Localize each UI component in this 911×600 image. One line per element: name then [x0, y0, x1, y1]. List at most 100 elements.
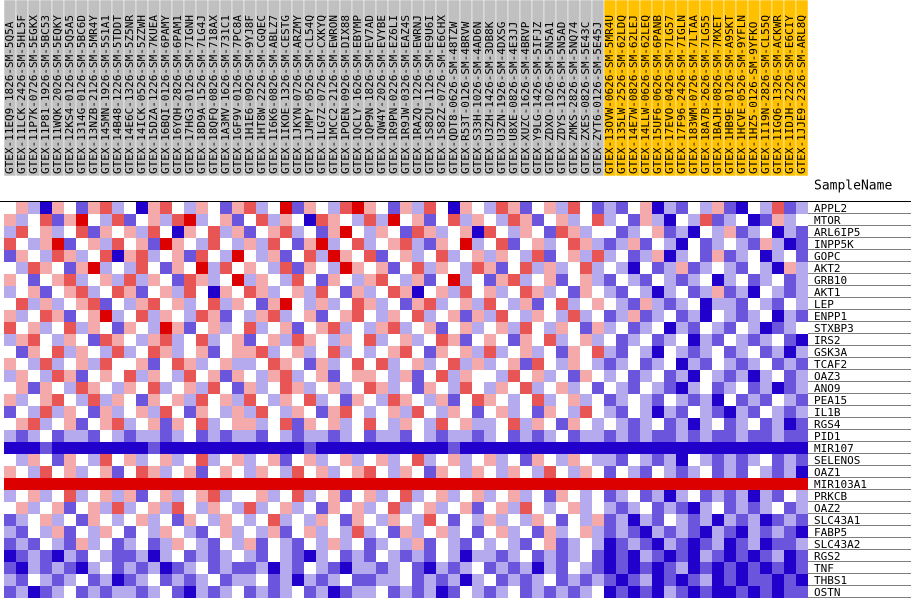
heatmap-cell	[628, 250, 640, 262]
heatmap-cell	[388, 262, 400, 274]
heatmap-cell	[160, 202, 172, 214]
heatmap-cell	[508, 238, 520, 250]
heatmap-cell	[16, 514, 28, 526]
heatmap-cell	[724, 502, 736, 514]
heatmap-cell	[652, 478, 664, 490]
heatmap-cell	[748, 538, 760, 550]
heatmap-cell	[580, 226, 592, 238]
heatmap-cell	[136, 286, 148, 298]
heatmap-cell	[472, 526, 484, 538]
heatmap-cell	[208, 550, 220, 562]
heatmap-cell	[712, 238, 724, 250]
heatmap-cell	[196, 238, 208, 250]
heatmap-cell	[352, 454, 364, 466]
heatmap-cell	[64, 214, 76, 226]
heatmap-cell	[376, 454, 388, 466]
heatmap-cell	[280, 466, 292, 478]
heatmap-cell	[340, 442, 352, 454]
heatmap-cell	[136, 346, 148, 358]
heatmap-cell	[640, 574, 652, 586]
heatmap-cell	[724, 382, 736, 394]
heatmap-cell	[124, 322, 136, 334]
heatmap-cell	[484, 226, 496, 238]
heatmap-cell	[172, 274, 184, 286]
heatmap-cell	[220, 574, 232, 586]
heatmap-cell	[784, 346, 796, 358]
heatmap-cell	[124, 406, 136, 418]
heatmap-cell	[436, 430, 448, 442]
heatmap-cell	[748, 478, 760, 490]
heatmap-cell	[748, 238, 760, 250]
heatmap-cell	[328, 502, 340, 514]
heatmap-cell	[724, 394, 736, 406]
heatmap-cell	[796, 286, 808, 298]
column-label: GTEX-ZMKS-2826-SM-5NQ74	[567, 21, 580, 174]
heatmap-cell	[352, 586, 364, 598]
heatmap-cell	[280, 370, 292, 382]
heatmap-cell	[700, 382, 712, 394]
heatmap-cell	[544, 346, 556, 358]
heatmap-cell	[28, 550, 40, 562]
heatmap-cell	[400, 454, 412, 466]
heatmap-cell	[736, 442, 748, 454]
heatmap-cell	[28, 274, 40, 286]
heatmap-cell	[376, 514, 388, 526]
heatmap-cell	[724, 562, 736, 574]
heatmap-cell	[496, 574, 508, 586]
heatmap-cell	[664, 574, 676, 586]
heatmap-cell	[772, 226, 784, 238]
heatmap-cell	[304, 298, 316, 310]
row-label: PEA15	[814, 394, 847, 407]
heatmap-cell	[340, 322, 352, 334]
heatmap-cell	[64, 478, 76, 490]
heatmap-cell	[448, 358, 460, 370]
heatmap-cell	[256, 574, 268, 586]
heatmap-cell	[652, 454, 664, 466]
heatmap-cell	[208, 322, 220, 334]
heatmap-cell	[412, 262, 424, 274]
heatmap-cell	[316, 586, 328, 598]
heatmap-cell	[532, 442, 544, 454]
heatmap-cell	[532, 202, 544, 214]
heatmap-cell	[772, 478, 784, 490]
heatmap-cell	[40, 214, 52, 226]
heatmap-cell	[472, 310, 484, 322]
heatmap-cell	[280, 538, 292, 550]
heatmap-cell	[340, 454, 352, 466]
heatmap-cell	[280, 214, 292, 226]
heatmap-cell	[400, 226, 412, 238]
heatmap-cell	[508, 394, 520, 406]
heatmap-cell	[292, 418, 304, 430]
heatmap-cell	[424, 286, 436, 298]
heatmap-cell	[244, 322, 256, 334]
heatmap-cell	[16, 250, 28, 262]
heatmap-cell	[16, 382, 28, 394]
heatmap-cell	[52, 430, 64, 442]
heatmap-cell	[196, 262, 208, 274]
heatmap-cell	[244, 574, 256, 586]
heatmap-cell	[316, 202, 328, 214]
heatmap-cell	[40, 238, 52, 250]
heatmap-cell	[316, 430, 328, 442]
heatmap-cell	[184, 442, 196, 454]
heatmap-cell	[436, 466, 448, 478]
heatmap-cell	[760, 394, 772, 406]
heatmap-cell	[712, 262, 724, 274]
heatmap-cell	[520, 502, 532, 514]
heatmap-cell	[292, 514, 304, 526]
heatmap-cell	[652, 202, 664, 214]
heatmap-cell	[772, 358, 784, 370]
heatmap-cell	[724, 238, 736, 250]
column-label: GTEX-Y9LG-1426-SM-5IFJZ	[531, 21, 544, 174]
heatmap-cell	[328, 370, 340, 382]
heatmap-cell	[52, 490, 64, 502]
heatmap-cell	[64, 394, 76, 406]
heatmap-cell	[40, 358, 52, 370]
heatmap-cell	[376, 490, 388, 502]
heatmap-cell	[592, 502, 604, 514]
heatmap-cell	[616, 370, 628, 382]
heatmap-cell	[232, 262, 244, 274]
heatmap-cell	[700, 562, 712, 574]
heatmap-cell	[112, 250, 124, 262]
heatmap-cell	[664, 562, 676, 574]
